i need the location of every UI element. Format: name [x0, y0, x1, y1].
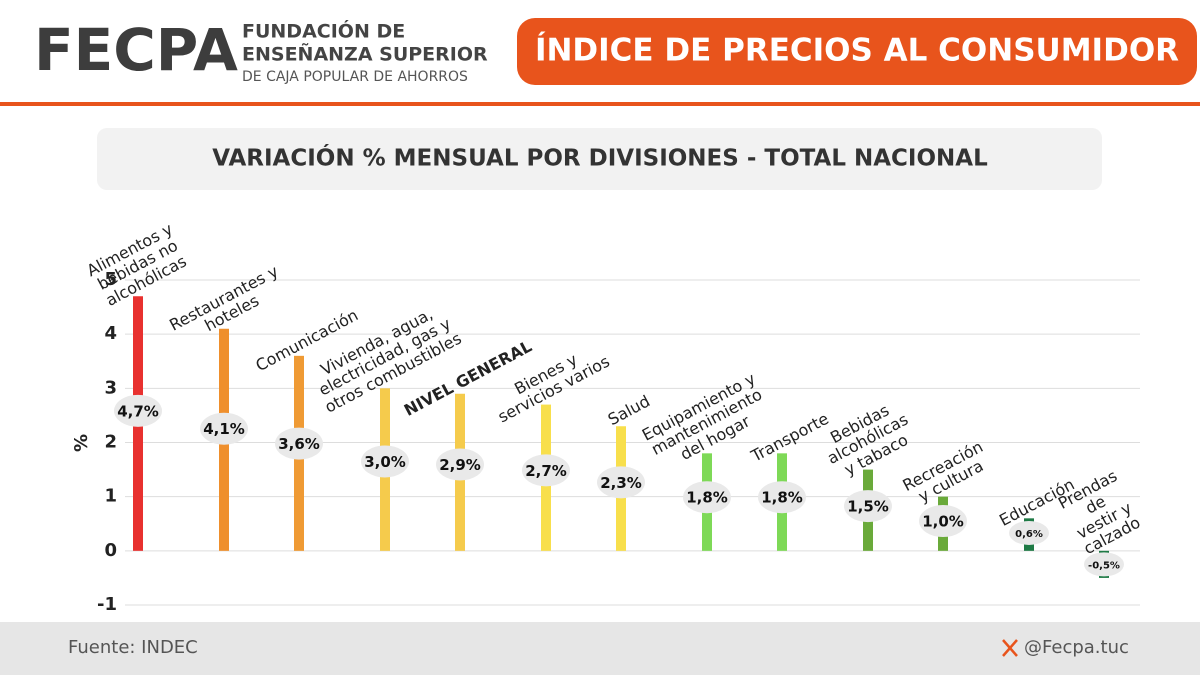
value-label-bg [114, 394, 162, 427]
value-label-bg [1084, 552, 1124, 577]
y-tick-label: 5 [104, 269, 117, 290]
value-label: 4,7% [117, 402, 159, 420]
y-tick-label: 2 [104, 432, 117, 453]
value-label-bg [758, 481, 806, 514]
x-icon [1002, 639, 1018, 657]
y-tick-label: 0 [104, 540, 117, 561]
value-label: 0,6% [1015, 529, 1043, 540]
value-label-bg [919, 505, 967, 538]
y-tick-label: 3 [104, 377, 117, 398]
title-box [97, 128, 1102, 190]
handle: @Fecpa.tuc [1024, 637, 1129, 658]
org-line: ENSEÑANZA SUPERIOR [242, 42, 488, 66]
y-tick-label: 4 [104, 323, 117, 344]
chart-title: VARIACIÓN % MENSUAL POR DIVISIONES - TOT… [212, 144, 988, 172]
y-tick-label: 1 [104, 486, 117, 507]
org-line: FUNDACIÓN DE [242, 19, 405, 43]
value-label: 2,3% [600, 474, 642, 492]
value-label: 3,0% [364, 453, 406, 471]
org-line: DE CAJA POPULAR DE AHORROS [242, 69, 468, 85]
value-label: 2,7% [525, 462, 567, 480]
value-label: 1,8% [686, 489, 728, 507]
logo: FECPA [34, 16, 238, 84]
value-label: 3,6% [278, 435, 320, 453]
value-label-bg [1009, 520, 1049, 545]
value-label: -0,5% [1088, 560, 1120, 571]
value-label: 1,0% [922, 513, 964, 531]
value-label-bg [436, 448, 484, 481]
header-rule [0, 102, 1200, 106]
value-label: 1,5% [847, 498, 889, 516]
value-label: 2,9% [439, 456, 481, 474]
y-axis-label: % [71, 434, 92, 452]
value-label-bg [844, 490, 892, 523]
value-label-bg [597, 466, 645, 499]
banner-text: ÍNDICE DE PRECIOS AL CONSUMIDOR [535, 33, 1179, 69]
value-label-bg [275, 427, 323, 460]
value-label-bg [361, 445, 409, 478]
value-label-bg [200, 412, 248, 445]
source: Fuente: INDEC [68, 637, 198, 658]
value-label: 4,1% [203, 420, 245, 438]
y-tick-label: -1 [97, 594, 117, 615]
value-label: 1,8% [761, 489, 803, 507]
banner [517, 18, 1197, 85]
footer-bg [0, 622, 1200, 675]
value-label-bg [522, 454, 570, 487]
value-label-bg [683, 481, 731, 514]
